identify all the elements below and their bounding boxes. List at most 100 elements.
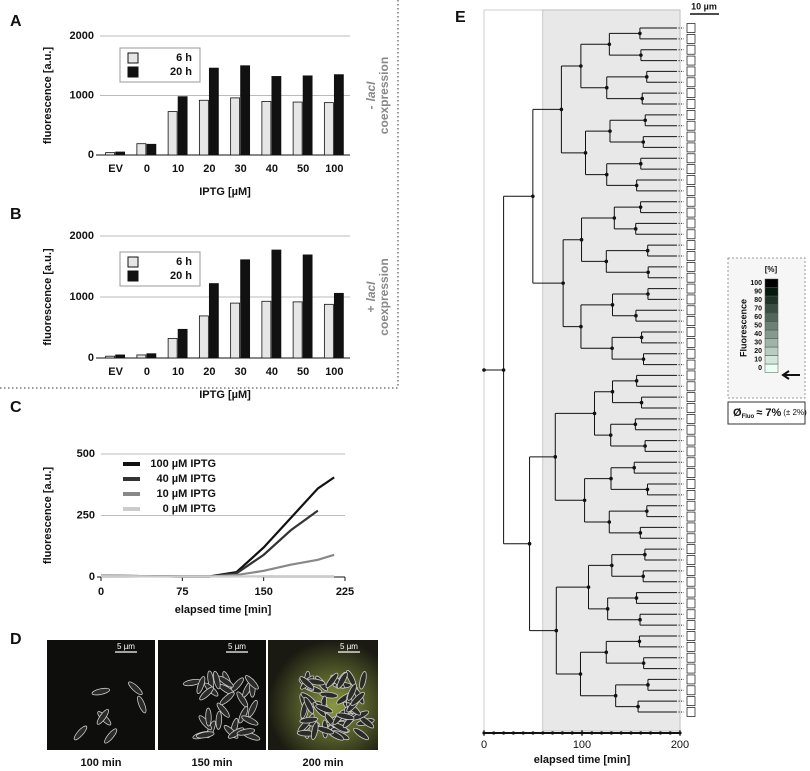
x-tick-label: 75 xyxy=(176,586,188,598)
leaf-box xyxy=(686,186,696,196)
panel-label: E xyxy=(455,9,466,26)
leaf-box xyxy=(686,34,696,44)
leaf-box xyxy=(686,414,696,424)
side-note: + lacI xyxy=(364,281,378,313)
bar xyxy=(230,97,241,156)
x-tick-label: 0 xyxy=(481,739,487,751)
bar xyxy=(333,74,344,156)
x-axis-label: elapsed time [min] xyxy=(175,604,272,616)
node xyxy=(610,563,614,568)
leaf-box xyxy=(686,500,696,511)
node xyxy=(634,313,638,318)
axis-dot xyxy=(492,731,496,735)
axis-dot xyxy=(668,731,672,735)
cell xyxy=(91,687,111,696)
colorbar-label: 10 xyxy=(754,357,762,364)
cell xyxy=(347,683,357,701)
leaf-box xyxy=(686,598,696,609)
node xyxy=(583,151,588,155)
cell xyxy=(137,695,147,714)
leaf-box xyxy=(686,663,696,674)
x-tick-label: 100 xyxy=(573,739,591,751)
leaf-box xyxy=(686,262,696,272)
node xyxy=(527,541,532,546)
leaf-box xyxy=(686,609,696,620)
leaf-box xyxy=(686,272,696,283)
bar xyxy=(271,76,282,156)
scale-label: 10 µm xyxy=(691,1,717,11)
axis-dot xyxy=(619,731,623,735)
side-gene: lacI xyxy=(364,81,378,102)
cell xyxy=(303,696,315,714)
node xyxy=(613,693,618,698)
node xyxy=(501,368,506,372)
node xyxy=(610,389,615,394)
node xyxy=(633,422,638,427)
y-tick-label: 0 xyxy=(89,571,95,583)
cell xyxy=(216,702,230,718)
bar xyxy=(167,338,178,359)
colorbar-label: 0 xyxy=(758,365,762,372)
side-note: - lacI xyxy=(364,81,378,110)
cell xyxy=(205,707,212,727)
colorbar-label: 20 xyxy=(754,348,762,355)
scale-label: 5 µm xyxy=(117,642,135,651)
node xyxy=(646,683,650,687)
node xyxy=(640,96,645,101)
mean-box xyxy=(727,401,806,425)
cell xyxy=(359,671,367,690)
node xyxy=(643,552,647,557)
colorbar-cell xyxy=(764,295,779,305)
time-label: 150 min xyxy=(192,757,233,769)
leaf-box xyxy=(686,370,696,381)
node xyxy=(607,42,612,47)
axis-dot xyxy=(570,731,574,735)
bar xyxy=(105,152,116,156)
cell xyxy=(335,712,355,721)
bar xyxy=(198,315,209,359)
y-axis-label: fluorescence [a.u.] xyxy=(42,47,54,145)
panel-label: C xyxy=(10,399,22,416)
y-tick-label: 2000 xyxy=(70,230,94,242)
node xyxy=(608,433,613,437)
node xyxy=(645,509,649,513)
x-tick-label: 0 xyxy=(144,163,150,175)
cell xyxy=(73,725,88,741)
node xyxy=(608,129,612,133)
leaf-box xyxy=(686,652,696,663)
colorbar-cell xyxy=(764,312,779,322)
cell xyxy=(196,676,206,695)
legend-label: 10 µM IPTG xyxy=(156,488,216,500)
cell xyxy=(315,704,334,714)
bar xyxy=(146,353,157,359)
node xyxy=(586,585,591,589)
cell xyxy=(236,728,256,736)
node xyxy=(607,520,612,524)
bar xyxy=(292,101,303,156)
bar xyxy=(261,101,272,156)
leaf-box xyxy=(686,251,696,261)
bar xyxy=(240,65,251,156)
node xyxy=(604,85,609,90)
colorbar-cell xyxy=(764,278,779,288)
legend-swatch xyxy=(127,52,139,64)
axis-dot xyxy=(531,731,535,735)
x-tick-label: 20 xyxy=(203,163,215,175)
node xyxy=(582,498,587,503)
cell xyxy=(299,676,315,690)
cell xyxy=(213,670,221,690)
x-tick-label: 100 xyxy=(325,366,343,378)
time-label: 100 min xyxy=(81,757,122,769)
x-tick-label: 100 xyxy=(325,163,343,175)
cell xyxy=(311,721,319,740)
x-tick-label: 10 xyxy=(172,163,184,175)
bar xyxy=(105,355,116,359)
leaf-box xyxy=(686,403,696,413)
x-tick-label: 30 xyxy=(235,366,247,378)
leaf-box xyxy=(686,642,696,652)
node xyxy=(641,357,646,361)
leaf-box xyxy=(686,566,696,576)
leaf-box xyxy=(686,490,696,500)
cell xyxy=(96,708,110,725)
bar xyxy=(333,292,344,359)
